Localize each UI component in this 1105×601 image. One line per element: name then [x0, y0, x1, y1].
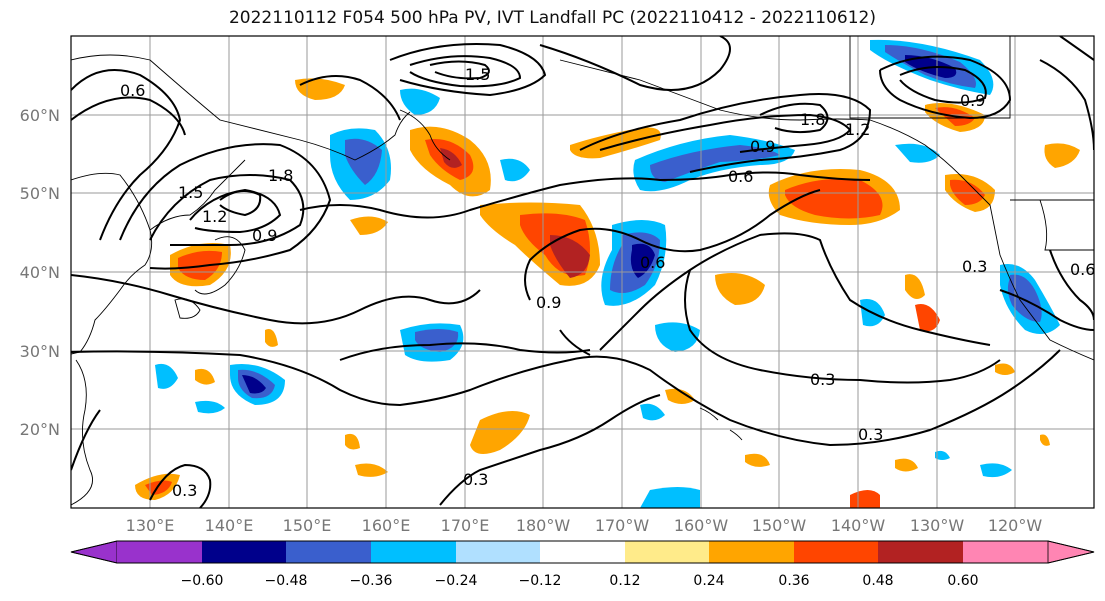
colorbar-extend-high [1047, 540, 1095, 564]
contour-label: 1.8 [800, 110, 825, 129]
contour-label: 1.2 [202, 207, 227, 226]
colorbar-segment [286, 541, 371, 563]
lon-label: 140°W [831, 516, 886, 535]
lat-labels: 60°N 50°N 40°N 30°N 20°N [20, 106, 60, 439]
lon-label: 180°W [516, 516, 571, 535]
coastlines [71, 36, 1094, 506]
lat-label: 40°N [20, 263, 60, 282]
lon-label: 140°E [205, 516, 254, 535]
lon-label: 150°E [283, 516, 332, 535]
colorbar-segment [878, 541, 963, 563]
map-border [70, 35, 1095, 509]
lon-label: 120°W [988, 516, 1043, 535]
colorbar-segment [202, 541, 286, 563]
contour-labels: 1.5 0.6 0.9 0.6 1.8 1.5 1.2 0.9 1.8 1.2 … [120, 65, 1095, 500]
colorbar-segment [625, 541, 709, 563]
contour-label: 0.6 [728, 167, 753, 186]
colorbar-segment [709, 541, 794, 563]
lon-label: 130°E [126, 516, 175, 535]
contour-label: 0.3 [172, 481, 197, 500]
colorbar-tick: 0.24 [693, 573, 724, 589]
contour-label: 0.3 [858, 425, 883, 444]
colorbar-segment [540, 541, 625, 563]
contour-label: 1.5 [178, 183, 203, 202]
contour-label: 0.9 [252, 226, 277, 245]
contour-label: 0.3 [810, 370, 835, 389]
pv-shading [135, 39, 1080, 508]
colorbar-tick: 0.12 [609, 573, 640, 589]
lat-label: 30°N [20, 342, 60, 361]
colorbar-tick: −0.48 [265, 573, 308, 589]
colorbar-tick: −0.24 [435, 573, 478, 589]
colorbar-tick: 0.48 [862, 573, 893, 589]
lon-label: 170°W [595, 516, 650, 535]
colorbar-segment [794, 541, 878, 563]
colorbar-tick: 0.60 [947, 573, 978, 589]
contour-label: 1.8 [268, 166, 293, 185]
contour-label: 0.6 [1070, 260, 1095, 279]
lat-label: 50°N [20, 184, 60, 203]
colorbar-ticks: −0.60 −0.48 −0.36 −0.24 −0.12 0.12 0.24 … [181, 573, 979, 589]
gridlines [71, 36, 1094, 508]
colorbar-segment [371, 541, 456, 563]
contour-label: 0.9 [536, 293, 561, 312]
lon-label: 150°W [752, 516, 807, 535]
lat-label: 60°N [20, 106, 60, 125]
contour-label: 0.6 [120, 81, 145, 100]
colorbar-segment [456, 541, 540, 563]
contour-label: 1.5 [465, 65, 490, 84]
lon-label: 130°W [910, 516, 965, 535]
contour-label: 1.2 [845, 120, 870, 139]
colorbar-segment [117, 541, 202, 563]
contour-label: 0.6 [640, 253, 665, 272]
lon-label: 160°E [362, 516, 411, 535]
colorbar-extend-low [70, 540, 118, 564]
lat-label: 20°N [20, 420, 60, 439]
colorbar-tick: −0.36 [350, 573, 393, 589]
contour-label: 0.9 [960, 91, 985, 110]
colorbar-tick: −0.60 [181, 573, 224, 589]
lon-label: 170°E [441, 516, 490, 535]
colorbar-tick: −0.12 [519, 573, 562, 589]
ivt-contours [71, 36, 1094, 508]
contour-label: 0.9 [750, 137, 775, 156]
figure-title: 2022110112 F054 500 hPa PV, IVT Landfall… [228, 8, 876, 28]
colorbar [70, 540, 1095, 564]
colorbar-segment [963, 541, 1048, 563]
contour-label: 0.3 [962, 257, 987, 276]
colorbar-tick: 0.36 [778, 573, 809, 589]
contour-label: 0.3 [463, 470, 488, 489]
lon-labels: 130°E 140°E 150°E 160°E 170°E 180°W 170°… [126, 516, 1043, 535]
lon-label: 160°W [674, 516, 729, 535]
